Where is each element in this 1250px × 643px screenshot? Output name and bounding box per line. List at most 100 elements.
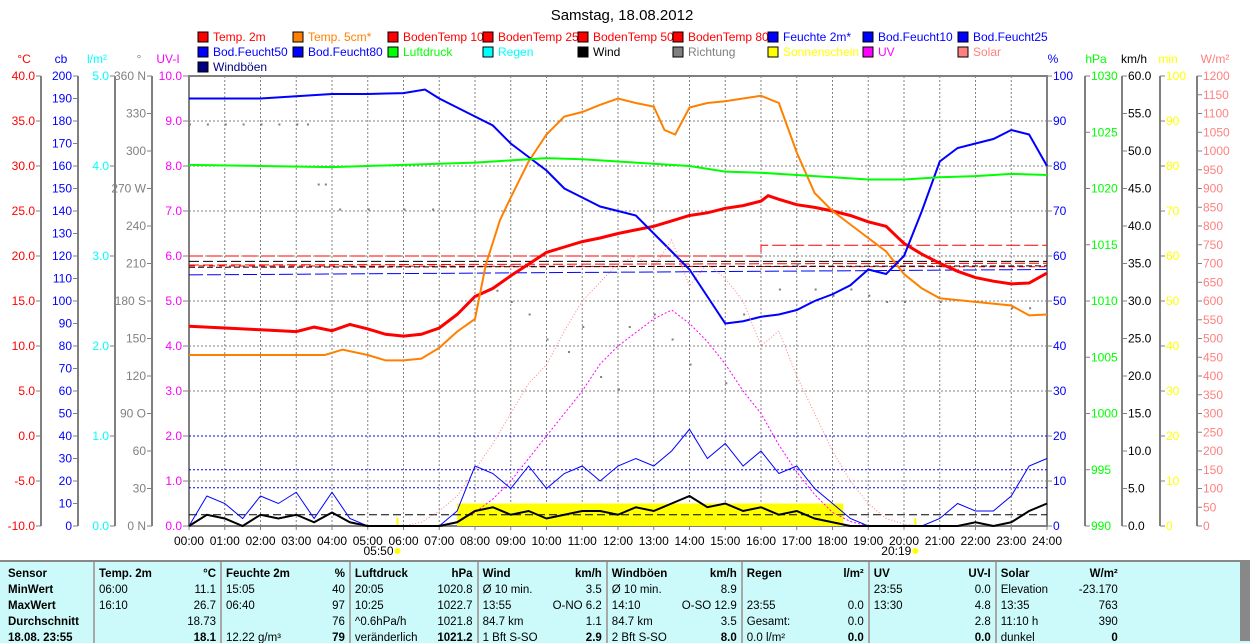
stat-value: 0.0 [847,616,864,628]
cb-tick-label: 170 [52,137,72,151]
press-tick-label: 990 [1091,519,1111,533]
series-bod-feucht10 [188,269,1048,276]
legend-label: UV [878,45,895,59]
solar-axis-unit: W/m² [1201,52,1230,66]
temp-tick-label: 25.0 [12,204,36,218]
dir-tick-label: 120 [126,369,146,383]
stat-label: Wind [476,562,549,582]
hum-tick-label: 50 [1053,294,1067,308]
wind-tick-label: 20.0 [1128,369,1152,383]
direction-point [317,183,320,186]
stat-label: 06:00 [93,582,165,598]
direction-point [278,123,281,126]
stat-label: 15:05 [220,582,294,598]
rain-tick-label: 3.0 [92,249,109,263]
stat-label: Luftdruck [348,562,422,582]
stat-label: 20:05 [348,582,422,598]
legend-label: Temp. 2m [213,30,266,44]
dir-tick-label: 150 [126,332,146,346]
cb-tick-label: 190 [52,92,72,106]
stat-label: Solar [994,562,1067,582]
solar-tick-label: 1200 [1203,69,1230,83]
press-tick-label: 1025 [1091,125,1118,139]
stat-label: 23:55 [867,582,940,598]
uv-tick-label: 3.0 [165,384,182,398]
legend-label: Solar [973,45,1001,59]
sun-tick-label: 30 [1166,384,1180,398]
x-tick-label: 00:00 [174,534,204,548]
direction-point [496,289,499,292]
x-tick-label: 10:00 [531,534,561,548]
cb-tick-label: 90 [59,317,73,331]
row-label: MaxWert [8,600,56,612]
series-temp-5cm- [189,94,1048,362]
direction-point [814,288,817,291]
series-bodentemp-25 [188,262,1048,266]
legend-label: Windböen [213,60,267,74]
x-tick-label: 13:00 [639,534,669,548]
stat-label: Temp. 2m [93,562,165,582]
wind-tick-label: 45.0 [1128,182,1152,196]
direction-point [778,288,781,291]
direction-point [510,301,513,303]
solar-tick-label: 1100 [1203,107,1229,121]
cb-tick-label: 130 [52,227,72,241]
x-tick-label: 06:00 [388,534,418,548]
solar-tick-label: 750 [1203,238,1223,252]
direction-point [367,208,370,211]
dir-tick-label: 60 [133,444,147,458]
statistics-panel: Sensor Temp. 2m °C Feuchte 2m% Luftdruck hPa W… [0,560,1250,643]
solar-tick-label: 1050 [1203,125,1230,139]
stat-value: hPa [451,568,473,580]
stat-label: 2 Bft S-SO [605,630,678,643]
wind-tick-label: 35.0 [1128,257,1152,271]
stat-label: 16:10 [93,598,165,614]
direction-point [224,123,227,126]
direction-point [306,123,309,126]
x-tick-label: 23:00 [996,534,1026,548]
direction-point [743,313,746,316]
stat-label: 13:35 [994,598,1067,614]
press-tick-label: 1000 [1091,407,1118,421]
cb-tick-label: 120 [52,249,72,263]
stat-label [93,630,165,643]
stat-label: 23:55 [740,598,813,614]
stat-value: 1020.8 [437,584,473,596]
cb-tick-label: 200 [52,69,72,83]
dir-tick-label: 0 N [127,519,146,533]
press-tick-label: 1005 [1091,350,1118,364]
stat-value: 40 [332,584,345,596]
sun-tick-label: 90 [1166,114,1180,128]
legend-swatch [197,61,209,73]
temp-tick-label: 15.0 [12,294,36,308]
legend-label: Regen [498,45,533,59]
direction-point [868,294,871,297]
direction-point [432,208,435,211]
direction-point [339,208,342,211]
direction-point [832,294,835,297]
solar-tick-label: 50 [1203,500,1217,514]
solar-tick-label: 150 [1203,463,1223,477]
hum-tick-label: 40 [1053,339,1067,353]
stat-label: Windböen [605,562,678,582]
solar-tick-label: 300 [1203,407,1223,421]
wind-tick-label: 60.0 [1128,69,1152,83]
stat-label: dunkel [994,630,1067,643]
dir-tick-label: 90 O [120,407,146,421]
legend-swatch [862,46,874,58]
legend-swatch [577,46,589,58]
solar-tick-label: 600 [1203,294,1223,308]
uv-tick-label: 5.0 [165,294,182,308]
scrollbar[interactable] [1240,560,1250,641]
rain-tick-label: 4.0 [92,159,109,173]
direction-point [546,338,549,341]
stat-value: 1021.2 [437,632,473,643]
cb-tick-label: 110 [53,272,72,286]
direction-point [628,326,631,328]
x-tick-label: 15:00 [710,534,740,548]
weather-chart: Samstag, 18.08.2012 Temp. 2m Temp. 5cm* Bo… [8,7,1230,558]
stat-value: O-NO 6.2 [552,600,602,612]
legend-label: BodenTemp 25 [498,30,579,44]
x-tick-label: 16:00 [746,534,776,548]
temp-tick-label: -5.0 [14,474,35,488]
